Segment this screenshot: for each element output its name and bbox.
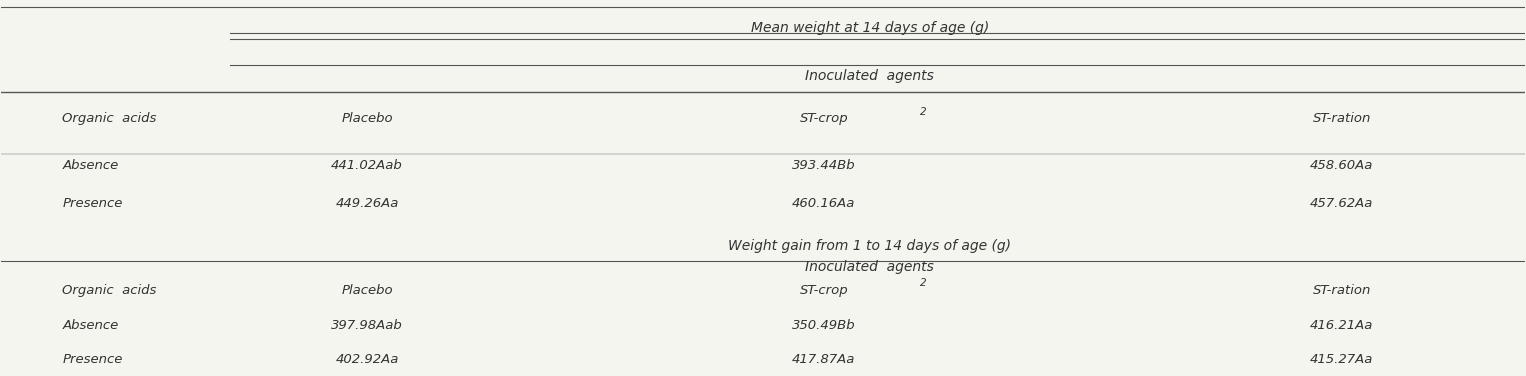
Text: Presence: Presence [63, 197, 122, 209]
Text: ST-crop: ST-crop [800, 112, 848, 125]
Text: Placebo: Placebo [342, 112, 392, 125]
Text: 393.44Bb: 393.44Bb [792, 159, 856, 173]
Text: 397.98Aab: 397.98Aab [331, 319, 403, 332]
Text: Mean weight at 14 days of age (g): Mean weight at 14 days of age (g) [751, 21, 989, 35]
Text: 415.27Aa: 415.27Aa [1311, 353, 1373, 366]
Text: 449.26Aa: 449.26Aa [336, 197, 398, 209]
Text: 350.49Bb: 350.49Bb [792, 319, 856, 332]
Text: Inoculated  agents: Inoculated agents [806, 69, 934, 83]
Text: 460.16Aa: 460.16Aa [792, 197, 856, 209]
Text: Presence: Presence [63, 353, 122, 366]
Text: Weight gain from 1 to 14 days of age (g): Weight gain from 1 to 14 days of age (g) [728, 238, 1012, 253]
Text: Organic  acids: Organic acids [63, 112, 157, 125]
Text: 2: 2 [920, 278, 926, 288]
Text: ST-crop: ST-crop [800, 284, 848, 297]
Text: 402.92Aa: 402.92Aa [336, 353, 398, 366]
Text: Inoculated  agents: Inoculated agents [806, 260, 934, 274]
Text: 441.02Aab: 441.02Aab [331, 159, 403, 173]
Text: ST-ration: ST-ration [1312, 284, 1370, 297]
Text: 457.62Aa: 457.62Aa [1311, 197, 1373, 209]
Text: Absence: Absence [63, 319, 119, 332]
Text: ST-ration: ST-ration [1312, 112, 1370, 125]
Text: Placebo: Placebo [342, 284, 392, 297]
Text: Organic  acids: Organic acids [63, 284, 157, 297]
Text: 458.60Aa: 458.60Aa [1311, 159, 1373, 173]
Text: 417.87Aa: 417.87Aa [792, 353, 856, 366]
Text: Absence: Absence [63, 159, 119, 173]
Text: 416.21Aa: 416.21Aa [1311, 319, 1373, 332]
Text: 2: 2 [920, 106, 926, 117]
